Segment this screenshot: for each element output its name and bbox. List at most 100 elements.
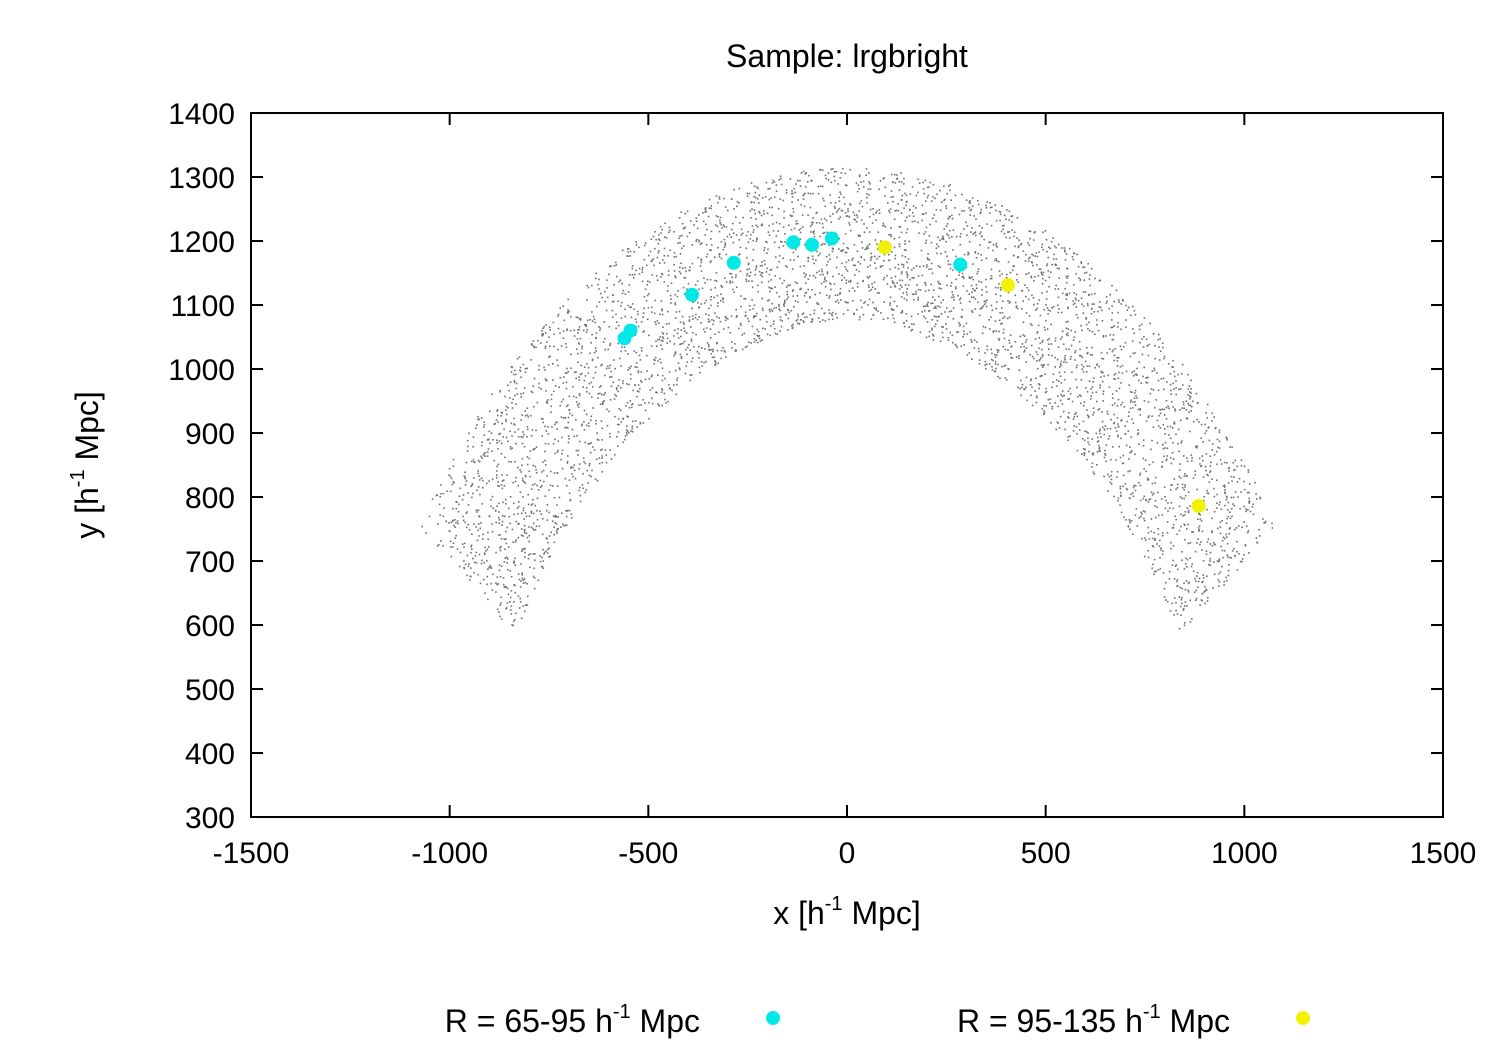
background-point [983,303,986,305]
background-point [1190,410,1192,412]
background-point [773,327,776,330]
background-point [837,183,839,185]
background-point [1184,588,1187,591]
background-point [1237,496,1239,498]
background-point [1153,558,1156,561]
background-point [815,212,818,214]
background-point [488,430,491,433]
background-point [735,308,737,311]
background-point [1073,416,1075,418]
background-point [490,499,492,501]
background-point [1025,273,1028,275]
background-point [1216,502,1218,505]
background-point [958,299,961,301]
background-point [820,218,823,221]
background-point [1184,524,1186,526]
background-point [1088,380,1091,382]
background-point [722,298,724,300]
background-point [844,211,847,214]
background-point [647,280,649,282]
background-point [1053,245,1056,248]
background-point [1239,508,1241,510]
background-point [700,361,703,363]
background-point [509,381,512,383]
background-point [906,228,909,231]
background-point [844,233,847,235]
background-point [639,359,642,361]
background-point [896,174,898,176]
background-point [865,168,868,170]
background-point [1044,279,1047,282]
background-point [1206,541,1209,543]
background-point [1004,348,1007,351]
background-point [628,383,630,386]
background-point [617,385,620,387]
background-point [516,357,519,360]
background-point [568,310,570,313]
background-point [919,331,922,334]
background-point [760,272,763,274]
background-point [613,398,616,400]
background-point [815,222,818,224]
background-point [457,522,459,525]
background-point [680,329,682,331]
background-point [1004,248,1007,250]
background-point [720,293,722,296]
background-point [1143,366,1145,369]
background-point [521,477,524,480]
background-point [1101,357,1103,360]
background-point [1078,277,1080,279]
background-point [1076,386,1078,389]
background-point [1066,294,1068,297]
background-point [855,269,858,271]
background-point [1105,302,1108,305]
background-point [812,221,814,224]
background-point [1229,556,1231,559]
background-point [669,340,671,343]
background-point [1041,246,1043,248]
background-point [1197,580,1200,583]
background-point [714,287,717,289]
background-point [792,251,795,254]
background-point [946,233,948,235]
background-point [1084,360,1087,363]
background-point [1134,485,1137,487]
background-point [1042,364,1044,367]
background-point [1007,291,1010,294]
background-point [700,322,702,324]
background-point [1221,549,1224,552]
background-point [438,503,441,506]
background-point [476,424,478,426]
background-point [973,347,976,349]
background-point [936,252,938,255]
background-point [867,247,869,249]
background-point [515,373,517,376]
background-point [475,509,478,511]
background-point [1146,477,1149,480]
background-point [476,489,478,492]
background-point [1213,487,1215,490]
background-point [1118,387,1121,390]
background-point [1258,528,1260,531]
background-point [614,367,616,370]
background-point [565,405,568,408]
background-point [1036,264,1038,266]
background-point [840,249,842,252]
background-point [947,234,950,237]
background-point [1075,378,1077,381]
background-point [978,314,981,317]
background-point [998,319,1001,322]
background-point [779,316,782,318]
background-point [547,399,549,401]
background-point [1209,470,1212,472]
background-point [637,384,640,386]
background-point [1017,386,1019,389]
background-point [1184,486,1186,488]
series-2-point [1000,278,1015,293]
background-point [1063,357,1066,359]
background-point [757,187,759,190]
background-point [1052,258,1055,260]
background-point [998,210,1001,213]
background-point [555,515,558,518]
background-point [830,283,832,285]
